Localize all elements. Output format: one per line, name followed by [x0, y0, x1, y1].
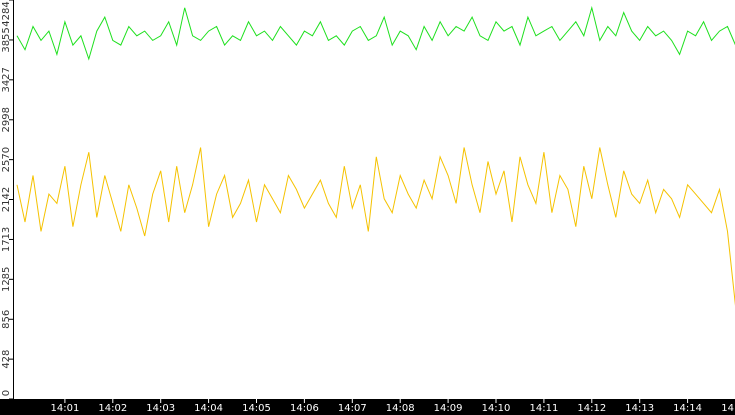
- x-tick-label: 14:06: [290, 403, 319, 414]
- x-tick-label: 14:04: [194, 403, 223, 414]
- y-tick-label: 1285: [1, 267, 12, 292]
- x-tick-label: 14:02: [98, 403, 127, 414]
- x-tick-label: 14:09: [434, 403, 463, 414]
- y-tick-label: 3427: [1, 67, 12, 92]
- y-tick-label: 428: [1, 350, 12, 369]
- x-tick-label: 14:01: [50, 403, 79, 414]
- x-tick-label: 14:14: [673, 403, 702, 414]
- x-axis-bar: [0, 399, 735, 415]
- series-line: [16, 147, 735, 306]
- x-tick-label: 14:05: [242, 403, 271, 414]
- x-tick-label: 14:07: [338, 403, 367, 414]
- x-tick-label: 14:03: [146, 403, 175, 414]
- x-tick-label: 14:10: [482, 403, 511, 414]
- y-tick-label: 856: [1, 310, 12, 329]
- y-tick-label: 1713: [1, 227, 12, 252]
- x-tick-label: 14:12: [577, 403, 606, 414]
- y-tick-label: 2998: [1, 107, 12, 132]
- y-tick-label: 4284: [1, 1, 12, 26]
- x-tick-label: 14: [721, 403, 734, 414]
- x-tick-label: 14:11: [529, 403, 558, 414]
- x-tick-label: 14:08: [386, 403, 415, 414]
- y-tick-label: 2142: [1, 187, 12, 212]
- y-tick-label: 0: [1, 390, 12, 396]
- y-tick-label: 3855: [1, 27, 12, 52]
- series-line: [16, 5, 735, 61]
- y-tick-label: 2570: [1, 147, 12, 172]
- x-tick-label: 14:13: [625, 403, 654, 414]
